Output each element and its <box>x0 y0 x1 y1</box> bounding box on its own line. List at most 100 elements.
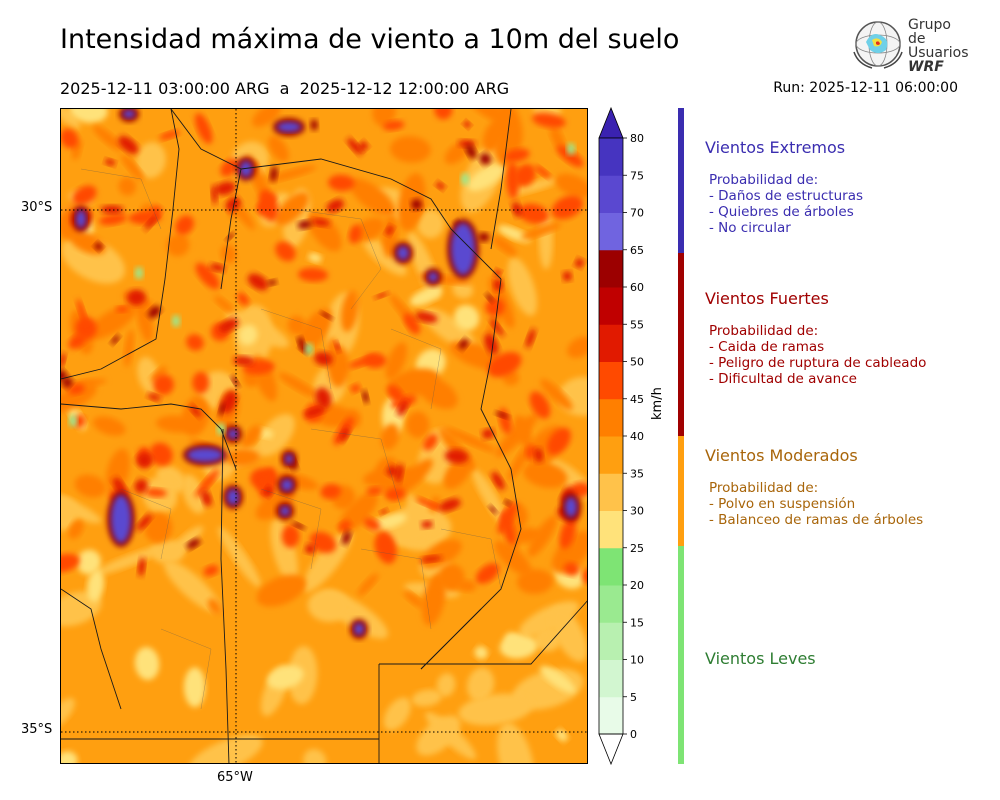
wind-contour <box>136 142 166 179</box>
colorbar-tick-label: 10 <box>630 654 644 667</box>
wind-contour <box>124 329 134 368</box>
wind-contour <box>190 405 202 418</box>
wind-contour <box>92 416 126 436</box>
wind-contour <box>181 474 206 514</box>
wind-contour <box>516 569 554 594</box>
wind-contour <box>268 135 289 162</box>
wind-contour <box>385 342 408 380</box>
wind-contour <box>134 647 160 681</box>
legend-bar-moderados <box>678 436 684 546</box>
wind-contour <box>385 487 406 501</box>
wind-contour <box>126 289 146 306</box>
wind-contour <box>565 497 577 517</box>
wind-contour <box>490 318 504 337</box>
wind-contour <box>270 518 298 584</box>
wind-contour <box>258 189 279 222</box>
wind-contour <box>374 292 389 299</box>
wind-contour <box>166 233 190 257</box>
wind-contour <box>423 434 438 451</box>
colorbar-tick-label: 30 <box>630 505 644 518</box>
colorbar-extend-min <box>598 733 624 766</box>
wind-contour <box>497 722 535 763</box>
wind-contour <box>87 304 137 340</box>
wind-contour <box>136 452 153 468</box>
wind-contour <box>275 192 309 226</box>
wind-contour <box>237 292 250 306</box>
wind-contour <box>256 414 295 456</box>
wind-contour <box>504 148 530 162</box>
colorbar-segment <box>599 436 623 474</box>
wind-contour <box>148 305 161 319</box>
colorbar-segment <box>599 622 623 660</box>
logo-text: Grupo de Usuarios WRF <box>908 18 969 74</box>
wind-contour <box>104 158 116 166</box>
wind-contour <box>123 110 135 118</box>
wind-contour <box>434 109 453 120</box>
wind-contour <box>443 427 497 453</box>
wind-contour <box>463 120 471 128</box>
colorbar-segment <box>599 212 623 251</box>
wind-contour <box>218 402 225 416</box>
wind-contour <box>514 164 536 187</box>
wind-contour <box>228 429 238 439</box>
wind-contour <box>411 689 442 707</box>
wind-contour <box>201 490 212 507</box>
lat-label-35s: 35°S <box>21 722 53 737</box>
wind-contour <box>458 693 533 726</box>
colorbar-tick-label: 80 <box>630 132 644 145</box>
wind-contour <box>304 544 316 554</box>
forecast-period: 2025-12-11 03:00:00 ARG a 2025-12-12 12:… <box>60 79 510 98</box>
wind-contour <box>461 173 469 185</box>
wind-contour <box>121 154 144 181</box>
wind-contour <box>76 549 101 575</box>
wind-contour <box>315 387 332 409</box>
wind-contour <box>406 411 430 439</box>
wind-contour <box>267 665 304 690</box>
wind-contour <box>311 218 330 227</box>
wind-contour <box>68 384 85 395</box>
lon-label-65w: 65°W <box>217 770 253 785</box>
wind-contour <box>458 338 469 350</box>
wind-contour <box>62 377 73 388</box>
wind-contour <box>525 328 536 349</box>
wind-contour <box>520 223 562 240</box>
colorbar-segment <box>599 175 623 213</box>
wind-contour <box>175 215 194 235</box>
wind-contour <box>155 415 197 433</box>
wind-contour <box>467 667 495 702</box>
wind-contour <box>421 573 446 626</box>
logo-line-3: WRF <box>908 59 944 75</box>
wind-contour <box>252 109 281 127</box>
wind-contour <box>305 343 313 355</box>
wind-contour <box>192 371 210 394</box>
wind-contour <box>353 217 385 242</box>
logo-line-1: Grupo de <box>908 17 951 47</box>
legend-title-moderados: Vientos Moderados <box>705 446 858 465</box>
wind-contour <box>523 462 568 489</box>
colorbar-segment <box>599 696 623 735</box>
wind-contour <box>556 145 584 168</box>
wind-contour <box>484 333 499 355</box>
wind-contour <box>349 178 396 217</box>
wind-contour <box>61 109 81 129</box>
wind-contour <box>532 112 566 128</box>
wind-contour <box>562 271 572 282</box>
colorbar-tick-label: 40 <box>630 430 644 443</box>
legend-bar-leves <box>678 546 684 764</box>
wind-contour <box>328 174 355 192</box>
wind-contour <box>341 290 359 332</box>
wind-contour <box>439 498 461 512</box>
wind-contour <box>395 463 404 484</box>
run-timestamp: Run: 2025-12-11 06:00:00 <box>773 80 958 96</box>
wind-intensity-field <box>61 109 587 763</box>
wind-contour <box>380 508 388 515</box>
wind-contour <box>61 352 66 368</box>
wind-contour <box>297 220 312 229</box>
wind-contour <box>159 130 180 140</box>
wind-contour <box>297 308 332 352</box>
wind-contour <box>491 471 505 490</box>
wind-contour <box>267 279 277 286</box>
colorbar-extend-max <box>598 106 624 139</box>
wind-contour <box>534 447 543 463</box>
wind-contour <box>255 489 295 520</box>
